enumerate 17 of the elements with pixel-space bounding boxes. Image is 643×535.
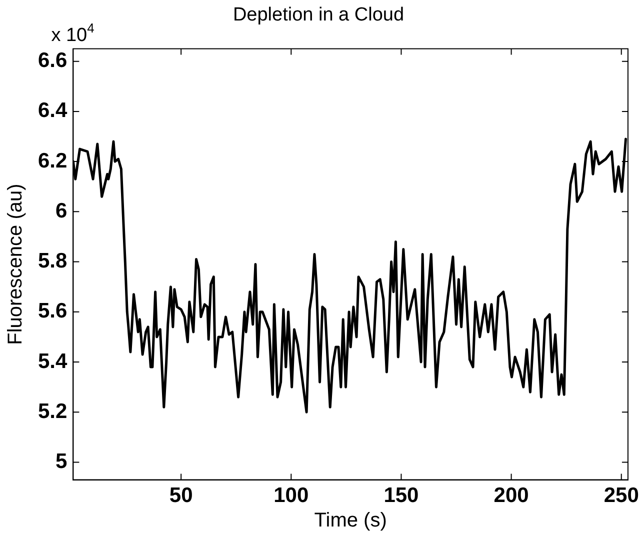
y-tick-label: 6.4 [38, 99, 68, 122]
y-tick-label: 5.2 [38, 400, 68, 423]
x-tick-label: 250 [604, 484, 639, 508]
x-tick-label: 100 [274, 484, 309, 508]
y-tick-label: 6 [56, 199, 68, 222]
y-tick-label: 5.6 [38, 300, 68, 323]
chart-title: Depletion in a Cloud [232, 4, 404, 26]
x-tick-label: 50 [169, 484, 193, 508]
x-tick-label: 150 [384, 484, 419, 508]
x-axis-title: Time (s) [314, 510, 387, 532]
y-tick-label: 6.6 [38, 49, 68, 72]
y-tick-label: 5 [56, 450, 68, 474]
x-tick-label: 200 [494, 484, 529, 508]
y-axis-title: Fluorescence (au) [4, 184, 27, 345]
y-tick-label: 5.4 [38, 350, 68, 373]
y-tick-label: 5.8 [38, 250, 68, 273]
y-tick-label: 6.2 [38, 149, 68, 172]
